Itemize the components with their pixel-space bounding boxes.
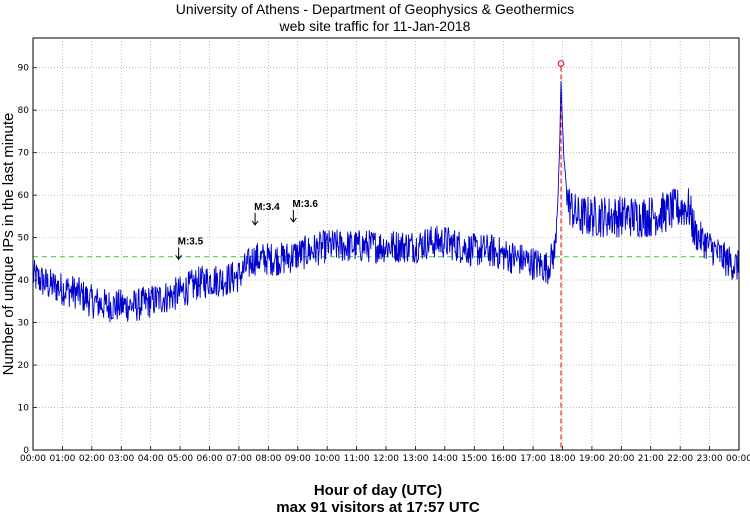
x-tick-label: 12:00 [373, 454, 399, 464]
x-tick-label: 08:00 [255, 454, 281, 464]
x-tick-label: 02:00 [79, 454, 105, 464]
grid-lines [33, 38, 739, 450]
y-tick-label: 50 [18, 234, 30, 244]
x-tick-label: 07:00 [226, 454, 252, 464]
x-tick-label: 16:00 [491, 454, 517, 464]
traffic-series-line [32, 80, 740, 323]
y-tick-label: 30 [18, 319, 30, 329]
x-tick-label: 04:00 [138, 454, 164, 464]
x-tick-label: 14:00 [432, 454, 458, 464]
x-tick-label: 15:00 [461, 454, 487, 464]
chart-footer: max 91 visitors at 17:57 UTC [276, 499, 480, 515]
y-tick-label: 70 [18, 149, 30, 159]
y-tick-label: 10 [18, 404, 30, 414]
x-tick-label: 06:00 [197, 454, 223, 464]
x-axis-ticks: 00:00 01:00 02:00 03:00 04:00 05:00 06:00 07:00… [20, 446, 750, 464]
y-tick-label: 0 [23, 446, 29, 456]
annotation-arrowhead [289, 217, 297, 223]
annotation-label: M:3.4 [254, 202, 280, 213]
x-tick-label: 11:00 [344, 454, 370, 464]
y-tick-label: 90 [18, 64, 30, 74]
x-tick-label: 05:00 [167, 454, 193, 464]
x-tick-label: 23:00 [697, 454, 723, 464]
y-tick-label: 60 [18, 191, 30, 201]
x-axis-label: Hour of day (UTC) [314, 482, 442, 499]
y-axis-ticks: 0 10 20 30 40 50 60 70 80 90 [18, 64, 37, 456]
max-marker [557, 60, 565, 67]
x-tick-label: 10:00 [314, 454, 340, 464]
annotation-label: M:3.5 [178, 236, 204, 247]
x-tick-label: 21:00 [638, 454, 664, 464]
y-tick-label: 80 [18, 106, 30, 116]
x-tick-label: 00:00 [726, 454, 750, 464]
x-tick-label: 19:00 [579, 454, 605, 464]
x-tick-label: 03:00 [108, 454, 134, 464]
y-tick-label: 40 [18, 276, 30, 286]
chart-title: University of Athens - Department of Geo… [176, 1, 574, 17]
annotation-arrowhead [175, 254, 183, 261]
chart-subtitle: web site traffic for 11-Jan-2018 [279, 18, 471, 34]
earthquake-annotations: M:3.5 M:3.4 M:3.6 [175, 199, 318, 261]
x-tick-label: 01:00 [49, 454, 75, 464]
y-tick-label: 20 [18, 361, 30, 371]
x-tick-label: 20:00 [608, 454, 634, 464]
x-tick-label: 00:00 [20, 454, 46, 464]
annotation-arrowhead [251, 220, 259, 226]
x-tick-label: 09:00 [285, 454, 311, 464]
y-axis-label: Number of unique IPs in the last minute [0, 113, 17, 376]
annotation-label: M:3.6 [292, 199, 318, 210]
x-tick-label: 17:00 [520, 454, 546, 464]
x-tick-label: 13:00 [402, 454, 428, 464]
x-tick-label: 18:00 [550, 454, 576, 464]
x-tick-label: 22:00 [667, 454, 693, 464]
